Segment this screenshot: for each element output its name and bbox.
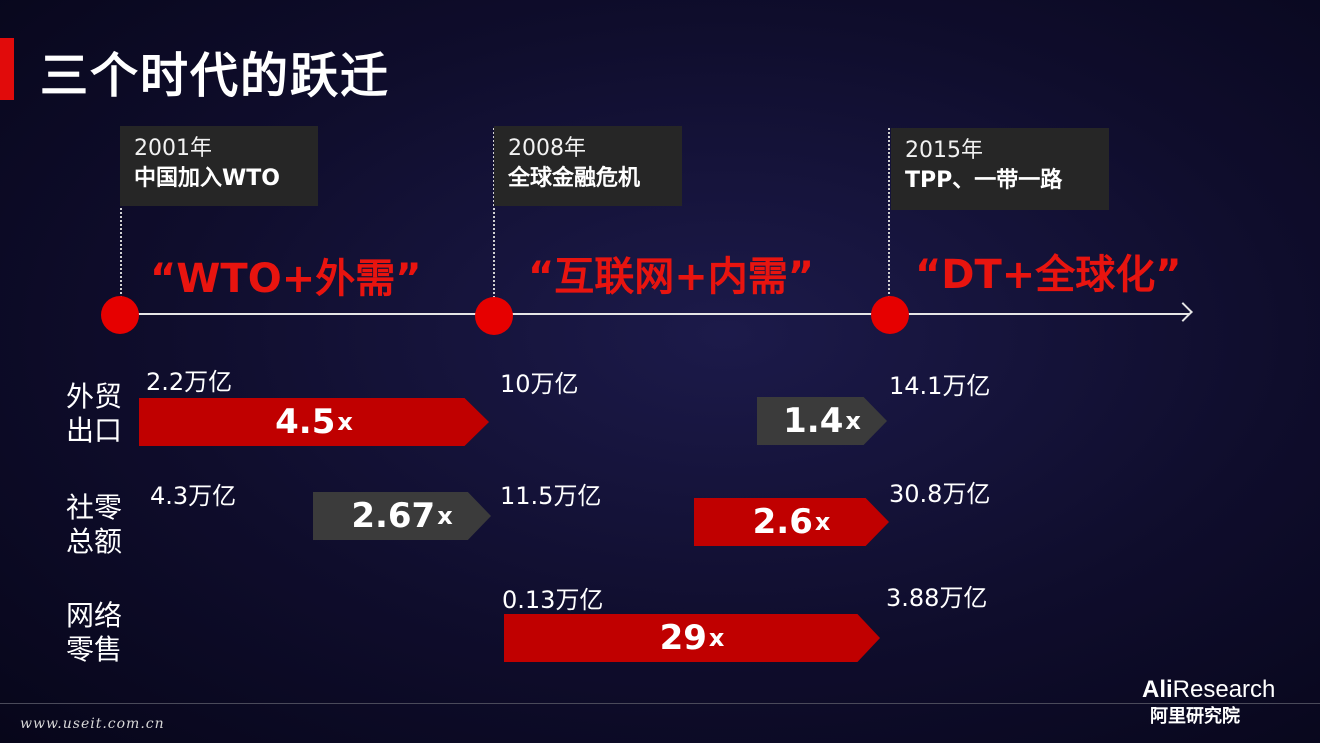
logo-bold-part: Ali	[1142, 676, 1173, 703]
event-name: TPP、一带一路	[905, 168, 1063, 193]
row-label-line: 社零	[66, 491, 123, 524]
growth-arrow-retail-2: 2.6 x	[694, 498, 889, 546]
event-year: 2015年	[905, 138, 983, 163]
growth-factor: 1.4	[783, 401, 844, 441]
value-retail-2008: 11.5万亿	[500, 482, 602, 510]
event-2001: 2001年 中国加入WTO	[120, 126, 318, 206]
value-retail-2015: 30.8万亿	[889, 480, 991, 508]
logo-rest-part: Research	[1172, 676, 1276, 703]
row-label-line: 出口	[66, 414, 123, 447]
growth-arrow-export-1: 4.5 x	[139, 398, 489, 446]
aliresearch-logo: AliResearch	[1142, 676, 1275, 704]
value-export-2015: 14.1万亿	[889, 372, 991, 400]
growth-suffix: x	[437, 502, 453, 530]
growth-suffix: x	[708, 624, 725, 652]
aliresearch-logo-cn: 阿里研究院	[1150, 706, 1240, 727]
growth-factor: 4.5	[275, 402, 336, 442]
growth-factor: 29	[659, 618, 707, 658]
row-label-line: 外贸	[66, 380, 123, 413]
era-label-internet: “互联网+内需”	[528, 254, 815, 300]
value-online-2008: 0.13万亿	[502, 586, 604, 614]
growth-arrow-retail-1: 2.67 x	[313, 492, 491, 540]
timeline-dot-2015	[871, 296, 909, 334]
connector-2015	[888, 128, 890, 298]
row-label-line: 零售	[66, 633, 123, 666]
connector-2001	[120, 128, 122, 298]
row-label-export: 外贸 出口	[66, 380, 122, 448]
row-label-line: 网络	[66, 599, 123, 632]
event-name: 全球金融危机	[508, 166, 641, 191]
value-retail-2001: 4.3万亿	[150, 482, 237, 510]
timeline-axis	[120, 313, 1190, 315]
title-accent-bar	[0, 38, 14, 100]
growth-factor: 2.6	[752, 502, 813, 542]
growth-factor: 2.67	[351, 496, 436, 536]
growth-suffix: x	[337, 408, 353, 436]
row-label-retail: 社零 总额	[66, 491, 122, 559]
value-export-2008: 10万亿	[500, 370, 579, 398]
value-online-2015: 3.88万亿	[886, 584, 988, 612]
era-label-dt: “DT+全球化”	[915, 252, 1182, 298]
growth-arrow-online-1: 29 x	[504, 614, 880, 662]
row-label-online-retail: 网络 零售	[66, 599, 122, 667]
event-2015: 2015年 TPP、一带一路	[891, 128, 1109, 210]
growth-suffix: x	[814, 508, 831, 536]
growth-suffix: x	[845, 407, 861, 435]
timeline-arrowhead-icon	[1173, 302, 1193, 322]
growth-arrow-export-2: 1.4 x	[757, 397, 887, 445]
row-label-line: 总额	[66, 525, 123, 558]
website-watermark: www.useit.com.cn	[20, 716, 165, 732]
event-name: 中国加入WTO	[134, 166, 280, 191]
event-2008: 2008年 全球金融危机	[494, 126, 682, 206]
connector-2008	[493, 128, 495, 298]
timeline-dot-2001	[101, 296, 139, 334]
page-title: 三个时代的跃迁	[40, 48, 391, 104]
timeline-dot-2008	[475, 297, 513, 335]
footer-divider	[0, 703, 1320, 704]
era-label-wto: “WTO+外需”	[150, 256, 422, 302]
value-export-2001: 2.2万亿	[146, 368, 233, 396]
event-year: 2001年	[134, 136, 212, 161]
event-year: 2008年	[508, 136, 586, 161]
